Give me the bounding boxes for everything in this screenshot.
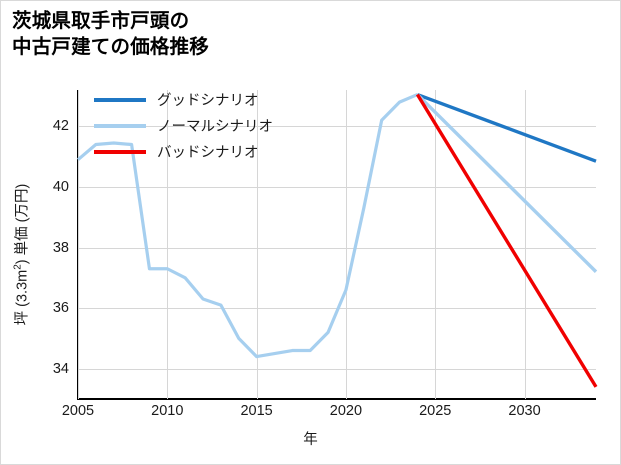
- y-axis-label-superscript: 2: [12, 264, 24, 270]
- legend-color-swatch: [94, 123, 146, 128]
- legend-color-swatch: [94, 97, 146, 102]
- legend-label: バッドシナリオ: [157, 145, 259, 161]
- x-tick-label: 2010: [151, 403, 184, 419]
- plot-area: [76, 90, 598, 400]
- y-tick-label: 40: [52, 178, 69, 195]
- y-tick-label: 38: [52, 239, 69, 256]
- x-tick-label: 2030: [508, 403, 541, 419]
- chart-legend: グッドシナリオ ノーマルシナリオ バッドシナリオ: [94, 91, 273, 161]
- y-tick-label: 42: [52, 118, 69, 135]
- gridline-vertical: [435, 90, 437, 399]
- gridline-horizontal: [78, 186, 596, 188]
- x-tick-label: 2005: [61, 403, 95, 419]
- series-line: [415, 93, 598, 388]
- page-title: 茨城県取手市戸頭の 中古戸建ての価格推移: [12, 10, 210, 58]
- legend-label: ノーマルシナリオ: [157, 119, 273, 135]
- y-axis-label-prefix: 坪 (3.3m: [14, 269, 31, 326]
- y-axis-label-suffix: ) 単価 (万円): [14, 183, 31, 265]
- gridline-vertical: [167, 90, 169, 399]
- x-tick-label: 2020: [329, 403, 363, 419]
- chart-lines: [76, 92, 598, 388]
- x-tick-label: 2025: [419, 403, 452, 419]
- x-tick-label: 2015: [240, 403, 273, 419]
- gridline-vertical: [524, 90, 526, 399]
- y-tick-label: 36: [52, 300, 69, 317]
- gridline-horizontal: [78, 368, 596, 370]
- legend-item[interactable]: グッドシナリオ: [94, 91, 273, 109]
- gridline-horizontal: [78, 247, 596, 249]
- series-line: [416, 92, 597, 163]
- gridline-vertical: [345, 90, 347, 399]
- x-axis-spine: [77, 398, 596, 400]
- y-axis-label: 坪 (3.3m2) 単価 (万円): [11, 90, 32, 420]
- gridline-vertical: [78, 90, 79, 399]
- series-line: [416, 93, 598, 273]
- gridline-vertical: [256, 90, 258, 399]
- legend-item[interactable]: ノーマルシナリオ: [94, 117, 273, 135]
- legend-item[interactable]: バッドシナリオ: [94, 143, 273, 161]
- legend-color-swatch: [94, 149, 146, 154]
- legend-label: グッドシナリオ: [157, 93, 259, 109]
- gridline-horizontal: [78, 126, 596, 128]
- x-axis-label: 年: [303, 432, 318, 448]
- series-line: [76, 93, 419, 359]
- y-tick-label: 34: [52, 360, 69, 377]
